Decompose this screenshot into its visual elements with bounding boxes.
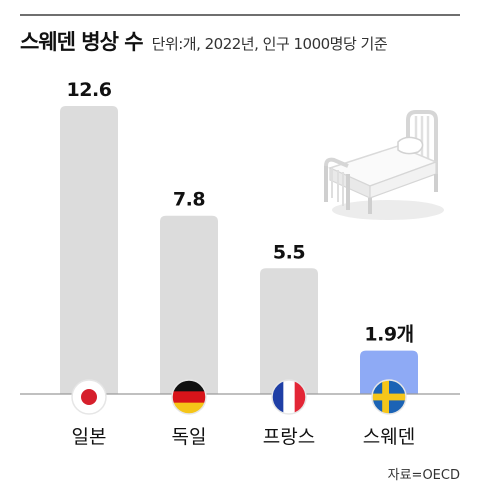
category-label: 프랑스 <box>263 426 315 448</box>
bar-2 <box>160 215 218 394</box>
value-label: 12.6 <box>67 79 112 101</box>
value-label: 1.9개 <box>364 324 413 346</box>
value-label: 7.8 <box>173 189 205 211</box>
germany-flag-icon <box>171 379 207 415</box>
bar-1 <box>60 106 118 394</box>
source-note: 자료=OECD <box>387 468 460 483</box>
category-label: 스웨덴 <box>363 426 415 448</box>
category-label: 독일 <box>172 426 207 448</box>
chart-title: 스웨덴 병상 수 <box>20 30 144 54</box>
france-flag-icon <box>271 379 307 415</box>
bar-3 <box>260 268 318 394</box>
sweden-flag-icon <box>371 379 407 415</box>
hospital-bed-icon <box>324 110 444 220</box>
bar-4 <box>360 350 418 394</box>
japan-flag-icon <box>71 379 107 415</box>
top-rule <box>20 14 460 16</box>
chart-header: 스웨덴 병상 수 단위:개, 2022년, 인구 1000명당 기준 <box>20 26 388 56</box>
value-label: 5.5 <box>273 241 305 263</box>
chart-subtitle: 단위:개, 2022년, 인구 1000명당 기준 <box>151 35 388 53</box>
category-label: 일본 <box>72 426 107 448</box>
